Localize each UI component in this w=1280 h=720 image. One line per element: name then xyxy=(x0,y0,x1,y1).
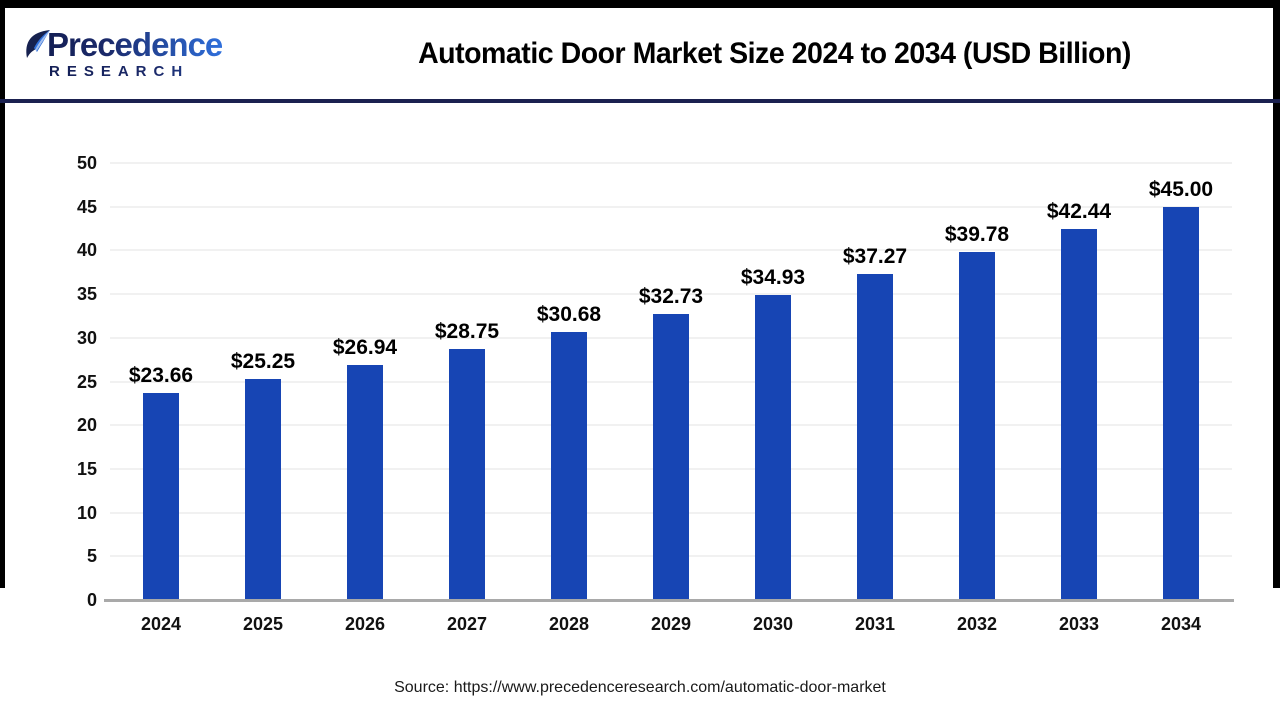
chart-title: Automatic Door Market Size 2024 to 2034 … xyxy=(418,36,1131,70)
bar-value-label: $25.25 xyxy=(230,350,296,374)
y-tick-label: 5 xyxy=(86,546,97,567)
source-text: Source: https://www.precedenceresearch.c… xyxy=(394,679,886,696)
bar-value-label: $28.75 xyxy=(434,319,500,343)
x-tick-label: 2028 xyxy=(548,614,590,634)
x-tick-label: 2032 xyxy=(956,614,998,634)
bar-2026 xyxy=(347,364,383,600)
bar-slot: $26.94 xyxy=(314,163,416,600)
gridline xyxy=(110,205,1232,208)
gridline xyxy=(110,249,1232,252)
bar-slot: $39.78 xyxy=(926,163,1028,600)
x-tick-label: 2026 xyxy=(344,614,386,634)
bar-2025 xyxy=(245,379,281,600)
bar-2034 xyxy=(1163,206,1199,600)
bar-slot: $34.93 xyxy=(722,163,824,600)
y-tick-label: 45 xyxy=(76,196,97,217)
y-tick-label: 15 xyxy=(76,458,97,479)
bar-value-label: $39.78 xyxy=(944,223,1010,247)
bar-value-label: $45.00 xyxy=(1148,177,1214,201)
bar-2033 xyxy=(1061,229,1097,600)
bar-2031 xyxy=(857,274,893,600)
logo-leaf-icon xyxy=(26,29,50,58)
y-tick-label: 10 xyxy=(76,502,97,523)
x-tick-label: 2030 xyxy=(752,614,794,634)
bar-value-label: $37.27 xyxy=(842,245,908,269)
bar-value-label: $26.94 xyxy=(332,335,398,359)
x-tick-label: 2025 xyxy=(242,614,284,634)
y-tick-label: 20 xyxy=(76,415,97,436)
bar-slot: $23.66 xyxy=(110,163,212,600)
bar-slot: $32.73 xyxy=(620,163,722,600)
y-tick-label: 25 xyxy=(76,371,97,392)
gridline xyxy=(110,162,1232,164)
x-tick-label: 2034 xyxy=(1160,614,1202,634)
bar-value-label: $42.44 xyxy=(1046,200,1112,224)
y-tick-label: 40 xyxy=(76,240,97,261)
x-tick-label: 2033 xyxy=(1058,614,1100,634)
logo-wordmark: Precedence xyxy=(47,25,223,63)
bar-value-label: $30.68 xyxy=(536,302,602,326)
bar-2024 xyxy=(143,393,179,600)
bar-slot: $25.25 xyxy=(212,163,314,600)
y-tick-label: 50 xyxy=(76,153,97,173)
logo-row: Precedence xyxy=(23,25,295,63)
bar-value-label: $32.73 xyxy=(638,284,704,308)
y-axis-labels: 0 5 10 15 20 25 30 35 40 45 50 xyxy=(0,153,97,610)
bar-2030 xyxy=(755,294,791,600)
y-tick-label: 35 xyxy=(76,284,97,305)
bar-value-label: $23.66 xyxy=(128,364,194,388)
bar-2029 xyxy=(653,313,689,600)
bar-slot: $30.68 xyxy=(518,163,620,600)
bar-2027 xyxy=(449,348,485,600)
x-axis-line xyxy=(104,599,1234,602)
footer: Source: https://www.precedenceresearch.c… xyxy=(0,679,1280,697)
bar-value-label: $34.93 xyxy=(740,265,806,289)
header-divider xyxy=(0,99,1280,103)
frame-left-border xyxy=(0,0,5,588)
bar-2028 xyxy=(551,331,587,600)
bar-slot: $28.75 xyxy=(416,163,518,600)
bar-slot: $37.27 xyxy=(824,163,926,600)
logo-subtitle: RESEARCH xyxy=(49,63,295,80)
x-tick-label: 2027 xyxy=(446,614,488,634)
x-tick-label: 2024 xyxy=(140,614,182,634)
header: Precedence RESEARCH Automatic Door Marke… xyxy=(5,8,1273,99)
bars-row: $23.66 $25.25 $26.94 $28.75 $30.68 $32.73 $34.… xyxy=(110,163,1232,600)
bar-slot: $42.44 xyxy=(1028,163,1130,600)
x-tick-label: 2031 xyxy=(854,614,896,634)
x-axis-labels: 2024 2025 2026 2027 2028 2029 2030 2031 2032 2033… xyxy=(110,614,1232,635)
x-tick-label: 2029 xyxy=(650,614,692,634)
y-tick-label: 0 xyxy=(86,590,97,610)
precedence-research-logo: Precedence RESEARCH xyxy=(5,25,295,80)
gridline xyxy=(110,293,1232,296)
bar-2032 xyxy=(959,252,995,600)
frame-right-border xyxy=(1273,0,1280,588)
plot-area: $23.66 $25.25 $26.94 $28.75 $30.68 $32.73 $34.… xyxy=(104,162,1234,602)
bar-slot: $45.00 xyxy=(1130,163,1232,600)
y-tick-label: 30 xyxy=(76,327,97,348)
frame-top-border xyxy=(0,0,1280,8)
